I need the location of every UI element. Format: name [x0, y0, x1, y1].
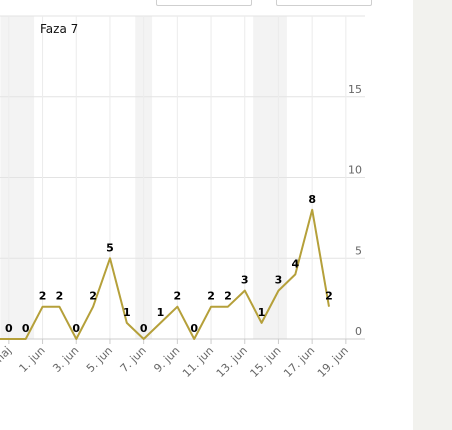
data-label: 1: [123, 306, 131, 319]
side-panel: [413, 0, 452, 430]
data-label: 8: [308, 193, 316, 206]
y-tick-label: 15: [348, 83, 362, 96]
data-label: 2: [207, 290, 215, 303]
x-tick-label: 3. jun: [50, 344, 81, 375]
data-label: 0: [5, 322, 13, 335]
x-tick-label: 30. maj: [0, 344, 14, 383]
data-label: 2: [174, 290, 182, 303]
y-tick-label: 0: [355, 325, 362, 338]
x-tick-label: 19. jun: [315, 344, 351, 380]
data-label: 0: [190, 322, 198, 335]
data-label: 4: [291, 257, 299, 270]
data-label: 2: [224, 290, 232, 303]
data-label: 3: [241, 274, 249, 287]
series-line: [0, 208, 330, 340]
chart-title: Faza 7: [40, 22, 78, 36]
x-tick-label: 15. jun: [248, 344, 284, 380]
data-label: 2: [39, 290, 47, 303]
data-label: 0: [72, 322, 80, 335]
y-axis: 0 5 10 15: [348, 83, 362, 338]
data-label: 2: [325, 290, 333, 303]
toolbar-button-fragment[interactable]: [276, 0, 372, 6]
data-label: 2: [89, 290, 97, 303]
data-label: 1: [157, 306, 165, 319]
data-label: 0: [22, 322, 30, 335]
data-label: 0: [140, 322, 148, 335]
x-tick-label: 17. jun: [281, 344, 317, 380]
data-label: 1: [258, 306, 266, 319]
x-tick-label: 13. jun: [214, 344, 250, 380]
x-tick-label: 9. jun: [151, 344, 182, 375]
x-tick-label: 7. jun: [118, 344, 149, 375]
y-tick-label: 5: [355, 244, 362, 257]
x-tick-label: 1. jun: [17, 344, 48, 375]
x-tick-label: 11. jun: [180, 344, 216, 380]
data-label: 2: [56, 290, 64, 303]
data-label: 3: [275, 274, 283, 287]
data-label: 5: [106, 241, 114, 254]
x-tick-label: 5. jun: [84, 344, 115, 375]
y-tick-label: 10: [348, 164, 362, 177]
toolbar-button-fragment[interactable]: [156, 0, 252, 6]
